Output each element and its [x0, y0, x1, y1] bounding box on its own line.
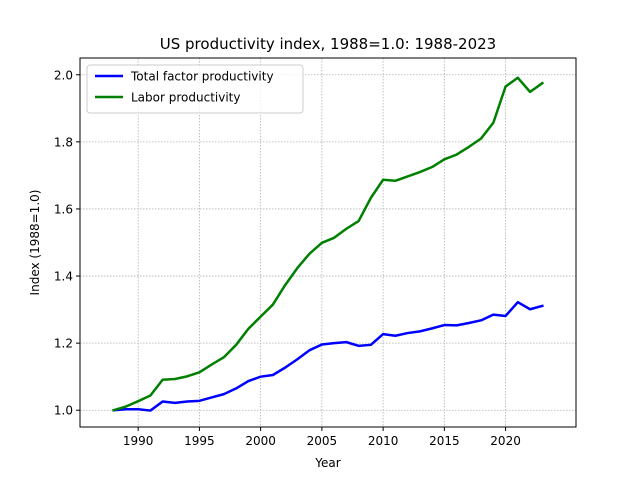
y-tick-label: 2.0 — [54, 68, 73, 82]
y-tick-label: 1.2 — [54, 337, 73, 351]
legend-label-labor: Labor productivity — [131, 91, 240, 105]
x-tick-label: 1990 — [123, 434, 154, 448]
y-axis-label: Index (1988=1.0) — [28, 190, 42, 296]
y-tick-label: 1.4 — [54, 270, 73, 284]
x-axis-label: Year — [314, 456, 340, 470]
y-tick-label: 1.0 — [54, 404, 73, 418]
series-line-1 — [112, 76, 545, 412]
x-tick-label: 2000 — [245, 434, 276, 448]
plot-frame — [79, 57, 577, 428]
axis-ticks: 1990 1995 2000 2005 2010 2015 2020 1.0 1.2 1.4 1.6… — [54, 68, 521, 448]
legend: Total factor productivity Labor producti… — [86, 64, 304, 114]
y-tick-label: 1.6 — [54, 202, 73, 216]
x-tick-label: 1995 — [184, 434, 215, 448]
x-tick-label: 2010 — [368, 434, 399, 448]
series-line-0 — [112, 300, 544, 412]
legend-label-tfp: Total factor productivity — [130, 70, 274, 84]
series-lines — [112, 76, 545, 412]
legend-box — [86, 64, 304, 114]
y-tick-label: 1.8 — [54, 135, 73, 149]
chart-title: US productivity index, 1988=1.0: 1988-20… — [160, 35, 496, 53]
grid — [80, 58, 576, 427]
x-tick-label: 2020 — [490, 434, 521, 448]
x-tick-label: 2015 — [429, 434, 460, 448]
x-tick-label: 2005 — [307, 434, 338, 448]
